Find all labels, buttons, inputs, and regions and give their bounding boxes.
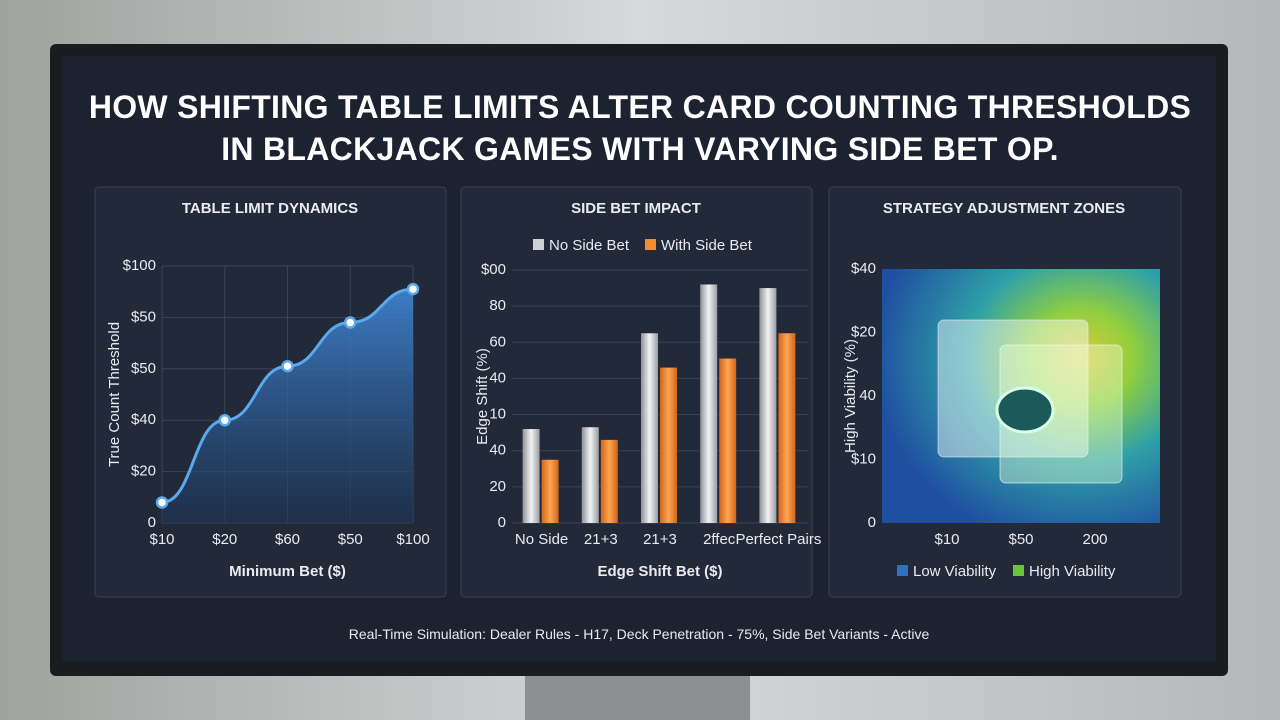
legend-swatch	[897, 565, 908, 576]
legend-label: High Viability	[1029, 563, 1116, 580]
y-axis-label: True Count Threshold	[106, 322, 123, 467]
point	[155, 496, 169, 509]
legend-label: No Side Bet	[549, 237, 630, 254]
y-tick-label: 40	[489, 369, 506, 386]
y-axis-label: Edge Shift (%)	[474, 348, 491, 445]
bar	[541, 459, 559, 523]
x-axis-label: Edge Shift Bet ($)	[597, 563, 722, 580]
legend-label: With Side Bet	[661, 237, 753, 254]
y-tick-label: $20	[131, 463, 156, 480]
bar	[600, 439, 618, 523]
bar	[778, 333, 796, 523]
point	[344, 316, 357, 329]
x-tick-label: $100	[396, 531, 429, 548]
chart-title: SIDE BET IMPACT	[571, 200, 701, 217]
x-tick-label: $10	[934, 531, 959, 548]
bar	[641, 333, 658, 523]
x-tick-label: $10	[149, 531, 174, 548]
y-tick-label: 20	[489, 478, 506, 495]
y-tick-label: 40	[489, 442, 506, 459]
x-tick-label: $20	[212, 531, 237, 548]
x-tick-label: $60	[275, 531, 300, 548]
bar	[581, 427, 599, 523]
chips	[995, 386, 1055, 434]
footer: Real-Time Simulation: Dealer Rules - H17…	[348, 626, 930, 642]
chart-title: TABLE LIMIT DYNAMICS	[182, 200, 358, 217]
y-tick-label: $40	[131, 411, 156, 428]
y-tick-label: $10	[851, 450, 876, 467]
x-tick-label: 21+3	[584, 531, 618, 548]
area	[162, 289, 413, 523]
y-tick-label: 0	[148, 514, 156, 531]
point	[218, 413, 231, 427]
bar	[522, 429, 540, 523]
y-tick-label: 40	[859, 387, 876, 404]
monitor-stand	[525, 676, 750, 720]
y-axis-label: High Viability (%)	[842, 339, 859, 453]
y-tick-label: $00	[481, 261, 506, 278]
y-tick-label: $100	[123, 257, 156, 274]
legend-swatch	[645, 239, 656, 250]
x-tick-label: Perfect Pairs	[735, 531, 821, 548]
y-tick-label: $20	[851, 323, 876, 340]
y-tick-label: 10	[489, 406, 506, 423]
x-tick-label: $50	[338, 531, 363, 548]
x-tick-label: $50	[1008, 531, 1033, 548]
bar	[759, 288, 777, 523]
x-axis-label: Minimum Bet ($)	[229, 563, 346, 580]
y-tick-label: 60	[489, 333, 506, 350]
y-tick-label: 80	[489, 297, 506, 314]
page-title: HOW SHIFTING TABLE LIMITS ALTER CARD COU…	[88, 89, 1192, 167]
bar	[719, 358, 737, 523]
x-tick-label: 2ffec	[703, 531, 736, 548]
chart-title: STRATEGY ADJUSTMENT ZONES	[883, 200, 1125, 217]
bar	[700, 284, 718, 523]
legend-swatch	[533, 239, 544, 250]
x-tick-label: 21+3	[643, 531, 677, 548]
x-tick-label: No Side	[515, 531, 568, 548]
legend-swatch	[1013, 565, 1024, 576]
y-tick-label: 0	[868, 514, 876, 531]
y-tick-label: 0	[498, 514, 506, 531]
y-tick-label: $40	[851, 260, 876, 277]
point	[281, 359, 294, 373]
y-tick-label: $50	[131, 308, 156, 325]
y-tick-label: $50	[131, 360, 156, 377]
x-tick-label: 200	[1082, 531, 1107, 548]
bar	[660, 367, 677, 523]
point	[406, 282, 420, 296]
legend-label: Low Viability	[913, 563, 997, 580]
